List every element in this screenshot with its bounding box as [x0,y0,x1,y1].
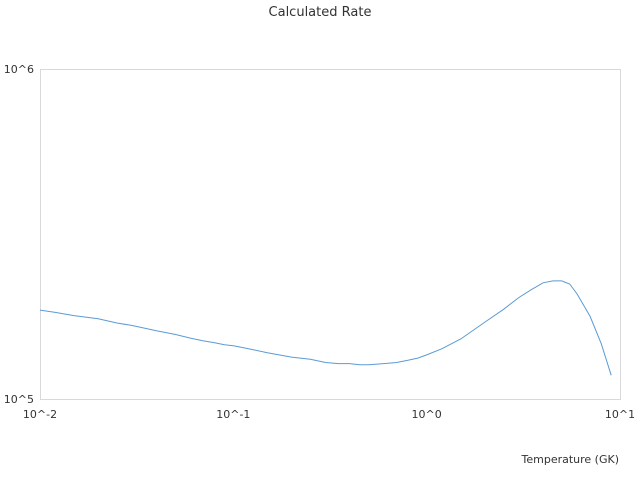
x-tick-label: 10^-1 [216,408,250,421]
chart-title: Calculated Rate [269,5,372,20]
x-tick-label: 10^0 [412,408,442,421]
rate-series-line [39,280,612,376]
y-axis: 10^5 10^6 [4,63,34,406]
x-tick-label: 10^1 [605,408,635,421]
y-tick-label: 10^5 [4,393,34,406]
x-axis: 10^-2 10^-1 10^0 10^1 [23,408,635,421]
x-tick-label: 10^-2 [23,408,57,421]
x-axis-label: Temperature (GK) [521,453,620,466]
plot-area [40,69,621,400]
y-tick-label: 10^6 [4,63,34,76]
